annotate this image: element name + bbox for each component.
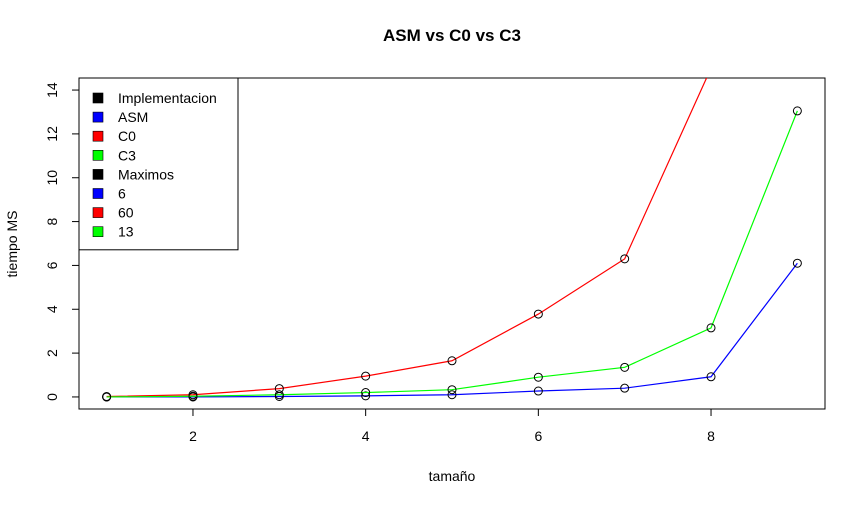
legend-label: C3 <box>118 147 136 163</box>
legend-swatch <box>92 92 104 104</box>
data-point <box>447 356 457 366</box>
series-line <box>106 110 798 398</box>
data-point <box>707 64 715 72</box>
y-tick-label: 14 <box>44 82 60 98</box>
y-tick-label: 10 <box>44 170 60 186</box>
y-tick-label: 12 <box>44 126 60 142</box>
legend-swatch <box>92 207 104 218</box>
legend-label: C0 <box>118 128 136 144</box>
y-tick-label: 8 <box>44 217 60 225</box>
y-tick-label: 4 <box>44 305 60 313</box>
legend-label: 6 <box>118 186 126 202</box>
data-point <box>620 254 630 264</box>
x-tick-label: 8 <box>707 428 715 444</box>
data-point <box>706 372 716 382</box>
series-line <box>106 78 708 398</box>
data-point <box>361 371 371 381</box>
data-point <box>620 383 630 393</box>
data-point <box>447 390 457 400</box>
legend-label: Implementacion <box>118 90 217 106</box>
data-point <box>361 388 371 398</box>
legend-swatch <box>92 111 104 123</box>
data-point <box>533 386 543 396</box>
legend-swatch <box>92 130 104 142</box>
data-point <box>533 309 543 319</box>
legend-swatch <box>92 226 104 237</box>
legend-label: Maximos <box>118 166 174 182</box>
data-point <box>447 385 457 395</box>
data-point <box>792 106 802 116</box>
data-point <box>274 390 284 400</box>
legend-label: 60 <box>118 205 134 221</box>
x-axis-label: tamaño <box>429 468 476 484</box>
x-tick-label: 4 <box>362 428 370 444</box>
data-point <box>274 384 284 394</box>
data-point <box>533 372 543 382</box>
legend: Implementacion ASM C0 C3 Maximos 6 60 13 <box>78 77 239 251</box>
x-tick-label: 6 <box>534 428 542 444</box>
plot-area <box>102 64 802 402</box>
legend-swatch <box>92 169 104 180</box>
legend-label: 13 <box>118 224 134 240</box>
y-axis-label: tiempo MS <box>4 211 20 278</box>
data-point <box>188 391 198 401</box>
legend-label: ASM <box>118 109 148 125</box>
legend-box <box>78 77 239 251</box>
chart-title: ASM vs C0 vs C3 <box>383 26 521 45</box>
y-tick-label: 0 <box>44 393 60 401</box>
data-point <box>361 391 371 401</box>
y-tick-label: 2 <box>44 349 60 357</box>
data-point <box>102 392 112 402</box>
x-tick-label: 2 <box>189 428 197 444</box>
y-tick-label: 6 <box>44 261 60 269</box>
data-point <box>620 362 630 372</box>
series-line <box>106 262 798 398</box>
data-point <box>706 323 716 333</box>
data-point <box>792 258 802 268</box>
legend-swatch <box>92 188 104 199</box>
legend-swatch <box>92 150 104 161</box>
